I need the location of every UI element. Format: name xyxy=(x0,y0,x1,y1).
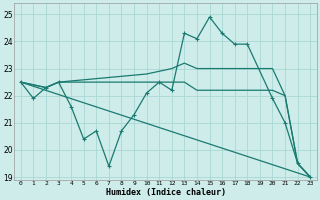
X-axis label: Humidex (Indice chaleur): Humidex (Indice chaleur) xyxy=(106,188,226,197)
